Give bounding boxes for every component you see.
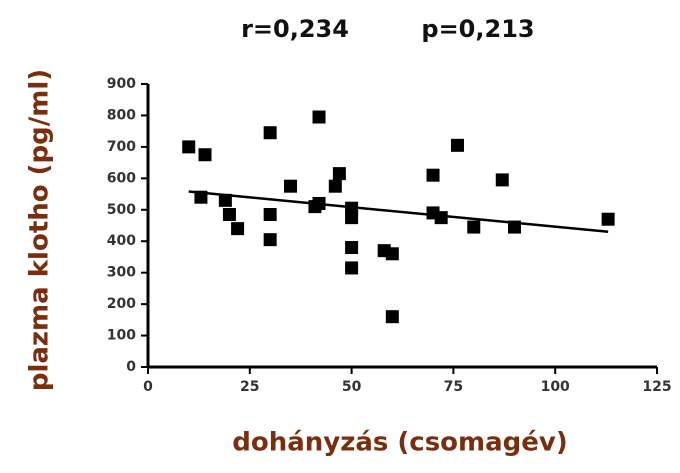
point (263, 207, 277, 221)
y-tick-label: 300 (107, 265, 136, 281)
y-axis-label: plazma klotho (pg/ml) (25, 69, 55, 391)
point (345, 241, 359, 255)
y-tick-label: 100 (107, 328, 136, 344)
point (263, 126, 277, 140)
point (218, 193, 232, 207)
x-axis-label: dohányzás (csomagév) (232, 428, 568, 458)
x-tick-label: 100 (541, 379, 570, 395)
y-tick-label: 800 (107, 107, 136, 123)
point (385, 247, 399, 261)
point (385, 310, 399, 324)
point (345, 211, 359, 225)
y-tick-label: 700 (107, 139, 136, 155)
point (426, 168, 440, 182)
point (182, 140, 196, 154)
y-tick-label: 400 (107, 233, 136, 249)
y-tick-label: 0 (126, 359, 136, 375)
point (345, 261, 359, 275)
trend-line (188, 190, 609, 234)
annotation: p=0,213 (421, 15, 534, 43)
x-tick-label: 125 (642, 379, 671, 395)
y-tick-label: 900 (107, 76, 136, 92)
x-tick-label: 0 (143, 379, 153, 395)
point (198, 148, 212, 162)
point (601, 212, 615, 226)
annotation: r=0,234 (241, 15, 349, 43)
point (328, 179, 342, 193)
y-tick-label: 200 (107, 296, 136, 312)
point (495, 173, 509, 187)
x-tick-label: 50 (342, 379, 362, 395)
point (284, 179, 298, 193)
y-tick-label: 600 (107, 170, 136, 186)
point (263, 233, 277, 247)
point (450, 138, 464, 152)
point (434, 211, 448, 225)
point (332, 167, 346, 181)
point (312, 110, 326, 124)
x-tick-label: 75 (444, 379, 463, 395)
x-tick-label: 25 (240, 379, 259, 395)
point (222, 207, 236, 221)
point (467, 220, 481, 234)
point (231, 222, 245, 236)
y-tick-label: 500 (107, 202, 136, 218)
